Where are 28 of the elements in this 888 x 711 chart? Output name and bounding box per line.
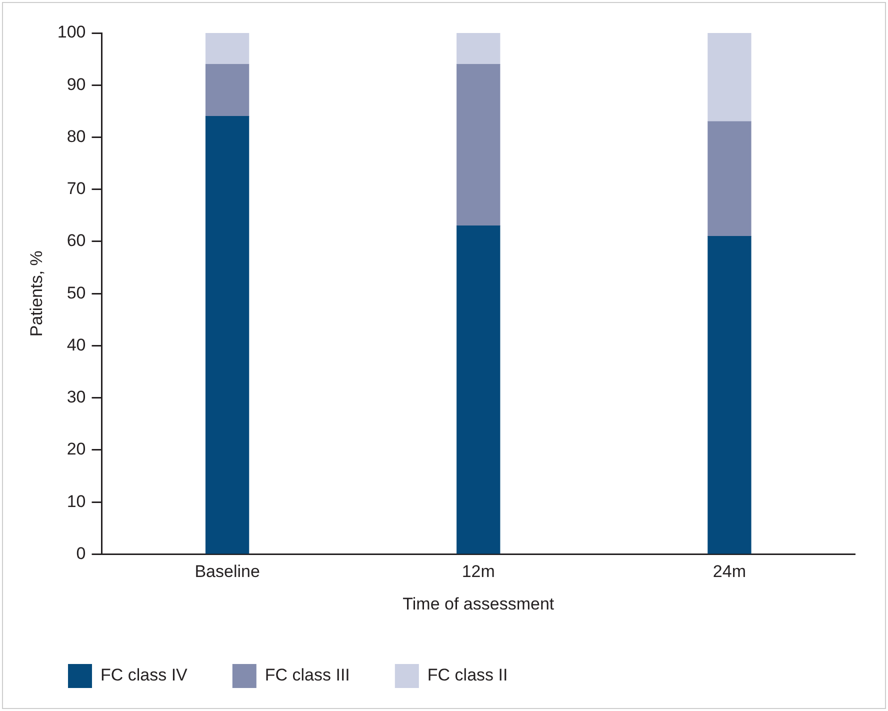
y-tick-label: 100	[57, 22, 86, 42]
y-tick-label: 90	[66, 74, 86, 94]
y-tick-label: 0	[76, 544, 86, 563]
x-tick-label: 12m	[462, 562, 495, 582]
bar	[205, 64, 250, 117]
y-axis-title: Patients, %	[26, 250, 46, 337]
x-tick-label: 24m	[712, 562, 746, 582]
x-tick-label: Baseline	[194, 562, 260, 582]
bar	[708, 33, 752, 122]
bar	[456, 33, 500, 65]
bar	[708, 236, 752, 554]
bar	[708, 121, 752, 237]
bar	[205, 116, 250, 554]
bar	[456, 226, 500, 554]
y-tick-label: 10	[66, 492, 86, 511]
y-tick-label: 50	[66, 283, 86, 302]
y-tick-label: 70	[66, 179, 86, 198]
bar	[456, 64, 500, 226]
y-tick-label: 30	[66, 388, 86, 407]
y-tick-label: 80	[66, 126, 86, 146]
bar	[205, 33, 250, 65]
legend-label: FC class IV	[100, 666, 188, 685]
legend-label: FC class III	[264, 666, 350, 685]
y-tick-label: 20	[66, 440, 86, 459]
y-tick-label: 60	[66, 231, 86, 250]
x-axis-title: Time of assessment	[402, 594, 554, 614]
legend-label: FC class II	[427, 666, 508, 685]
y-tick-label: 40	[66, 335, 86, 354]
